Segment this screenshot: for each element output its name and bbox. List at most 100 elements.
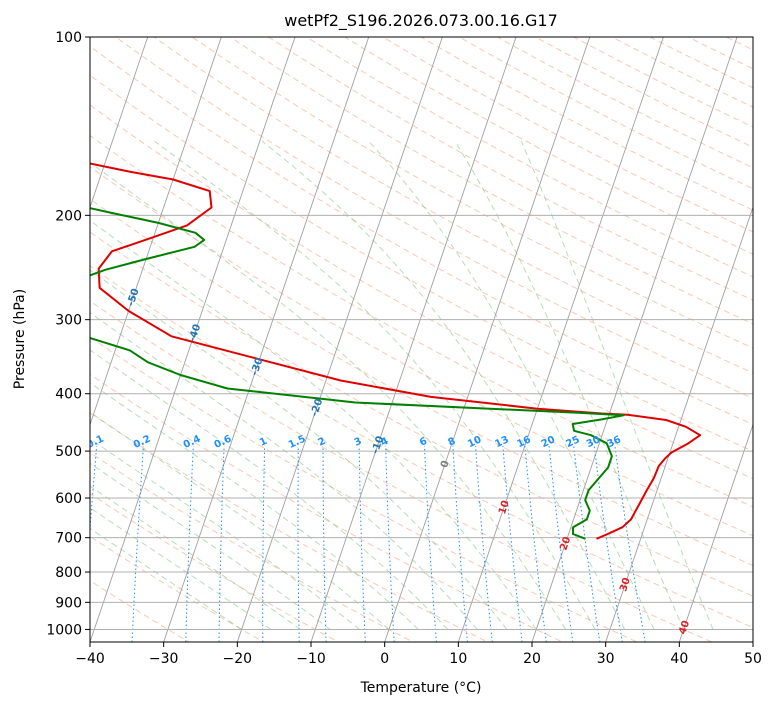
mixing-ratio-label: 13	[493, 434, 510, 450]
mixing-ratio-label: 20	[540, 434, 557, 450]
isotherm-label: 10	[497, 499, 512, 516]
mixing-ratio-label: 16	[515, 434, 532, 450]
mixing-ratio-line	[475, 445, 493, 642]
dry-adiabat	[114, 37, 753, 399]
mixing-ratio-line	[90, 445, 98, 535]
x-axis-title: Temperature (°C)	[360, 680, 482, 696]
moist-adiabat	[90, 438, 360, 630]
y-tick-label: 400	[55, 387, 82, 403]
moist-adiabat	[261, 140, 626, 630]
isotherm-label: -70	[7, 201, 23, 222]
moist-adiabat	[154, 140, 596, 630]
mixing-ratio-label: 6	[418, 436, 429, 449]
dry-adiabat	[725, 37, 753, 51]
y-tick-label: 700	[55, 531, 82, 547]
y-tick-label: 200	[55, 208, 82, 224]
background-lines	[90, 11, 775, 654]
isotherm-line	[236, 37, 443, 642]
moist-adiabat	[90, 411, 390, 630]
dry-adiabat	[712, 11, 775, 654]
dry-adiabat	[90, 300, 714, 642]
x-tick-label: 30	[597, 651, 615, 667]
dry-adiabat	[496, 37, 753, 169]
y-tick-label: 600	[55, 491, 82, 507]
dry-adiabat	[90, 198, 753, 567]
isotherm-line	[752, 640, 753, 642]
x-tick-label: −10	[296, 651, 326, 667]
mixing-ratio-line	[131, 445, 144, 642]
mixing-ratio-label: 25	[564, 434, 581, 450]
moist-adiabat	[90, 161, 567, 630]
isotherm-label: -20	[309, 397, 325, 418]
isotherm-line	[457, 37, 664, 642]
dry-adiabat	[90, 265, 753, 629]
y-tick-label: 800	[55, 565, 82, 581]
dry-adiabat	[90, 134, 753, 508]
mixing-ratio-line	[424, 445, 437, 642]
dry-adiabat	[90, 45, 753, 426]
mixing-ratio-label: 30	[585, 434, 602, 450]
mixing-ratio-line	[185, 445, 194, 642]
y-tick-label: 900	[55, 595, 82, 611]
mixing-ratio-label: 0.2	[132, 434, 153, 451]
dry-adiabat	[610, 37, 753, 108]
mixing-ratio-label: 1	[258, 436, 269, 449]
y-tick-label: 300	[55, 313, 82, 329]
moist-adiabat	[90, 312, 478, 630]
x-tick-label: −20	[223, 651, 253, 667]
y-tick-label: 1000	[46, 622, 82, 638]
dry-adiabat	[687, 37, 753, 70]
moist-adiabat	[368, 140, 655, 630]
dry-adiabat	[648, 37, 753, 89]
chart-title: wetPf2_S196.2026.073.00.16.G17	[284, 11, 558, 31]
dry-adiabat	[534, 37, 753, 148]
mixing-ratio-line	[262, 445, 266, 642]
mixing-ratio-label: 2	[316, 436, 327, 449]
isotherm-line	[384, 37, 591, 642]
x-tick-label: −30	[149, 651, 179, 667]
moist-adiabat	[90, 485, 301, 630]
mixing-ratio-line	[452, 445, 469, 642]
mixing-ratio-label: 8	[447, 436, 458, 449]
y-axis: 100 200 300 400 500 600 700 800 900 1000	[46, 30, 90, 638]
dry-adiabat	[90, 231, 753, 597]
mixing-ratio-line	[385, 445, 395, 642]
dry-adiabat	[572, 37, 753, 128]
mixing-ratio-label: 1.5	[287, 434, 308, 451]
isotherm-label: -60	[68, 239, 84, 260]
isotherm-label: 30	[618, 576, 633, 593]
x-tick-label: 40	[670, 651, 688, 667]
dry-adiabat	[153, 37, 753, 374]
isotherm-label: 20	[558, 535, 573, 552]
dry-adiabat	[90, 74, 753, 452]
line-labels: -100-90-80-70-60-50-40-30-20-10010203040…	[7, 201, 692, 636]
mixing-ratio-label: 10	[466, 434, 483, 450]
dry-adiabat	[90, 166, 753, 537]
moist-adiabat	[90, 219, 537, 630]
isotherm-line	[163, 37, 370, 642]
mixing-ratio-label: 0.1	[85, 433, 106, 450]
isotherm-line	[90, 37, 222, 427]
dewpoint-profile	[90, 207, 625, 540]
dry-adiabat	[343, 37, 753, 255]
mixing-ratio-label: 0.4	[182, 434, 203, 451]
isotherm-label: -30	[249, 356, 265, 377]
plot-frame	[89, 36, 754, 643]
x-axis: −40 −30 −20 −10 0 10 20 30 40 50	[75, 642, 762, 667]
x-tick-label: −40	[75, 651, 105, 667]
dry-adiabat	[90, 451, 415, 642]
temperature-profile	[90, 162, 702, 540]
isotherm-label: 40	[677, 619, 692, 636]
mixing-ratio-label: 3	[353, 436, 364, 449]
dry-adiabat	[90, 336, 639, 642]
isotherm-label: -50	[126, 287, 142, 308]
mixing-ratio-label: 0.6	[213, 434, 234, 451]
isotherm-line	[310, 37, 517, 642]
isotherm-line	[605, 205, 753, 642]
mixing-ratio-label: 36	[606, 434, 623, 450]
dry-adiabat	[305, 37, 753, 278]
moist-adiabat	[90, 269, 508, 630]
dry-adiabat	[381, 37, 753, 233]
isotherm-label: -40	[187, 323, 203, 344]
